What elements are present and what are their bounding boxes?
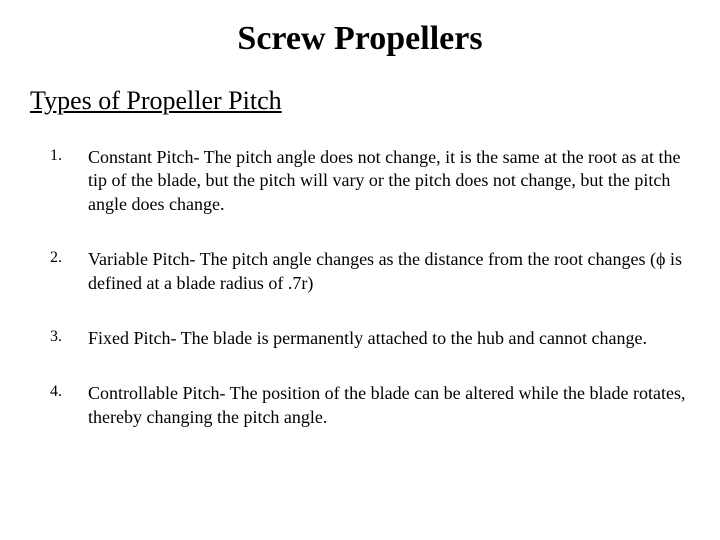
list-text: Variable Pitch- The pitch angle changes … <box>88 248 690 295</box>
list-text: Controllable Pitch- The position of the … <box>88 382 690 429</box>
list-number: 3. <box>50 327 88 350</box>
page-title: Screw Propellers <box>30 20 690 58</box>
list-item: 3. Fixed Pitch- The blade is permanently… <box>50 327 690 350</box>
list-text: Constant Pitch- The pitch angle does not… <box>88 146 690 216</box>
list-number: 1. <box>50 146 88 216</box>
pitch-types-list: 1. Constant Pitch- The pitch angle does … <box>30 146 690 429</box>
list-item: 4. Controllable Pitch- The position of t… <box>50 382 690 429</box>
list-text: Fixed Pitch- The blade is permanently at… <box>88 327 690 350</box>
list-number: 2. <box>50 248 88 295</box>
list-number: 4. <box>50 382 88 429</box>
list-item: 2. Variable Pitch- The pitch angle chang… <box>50 248 690 295</box>
section-heading: Types of Propeller Pitch <box>30 86 690 116</box>
list-item: 1. Constant Pitch- The pitch angle does … <box>50 146 690 216</box>
